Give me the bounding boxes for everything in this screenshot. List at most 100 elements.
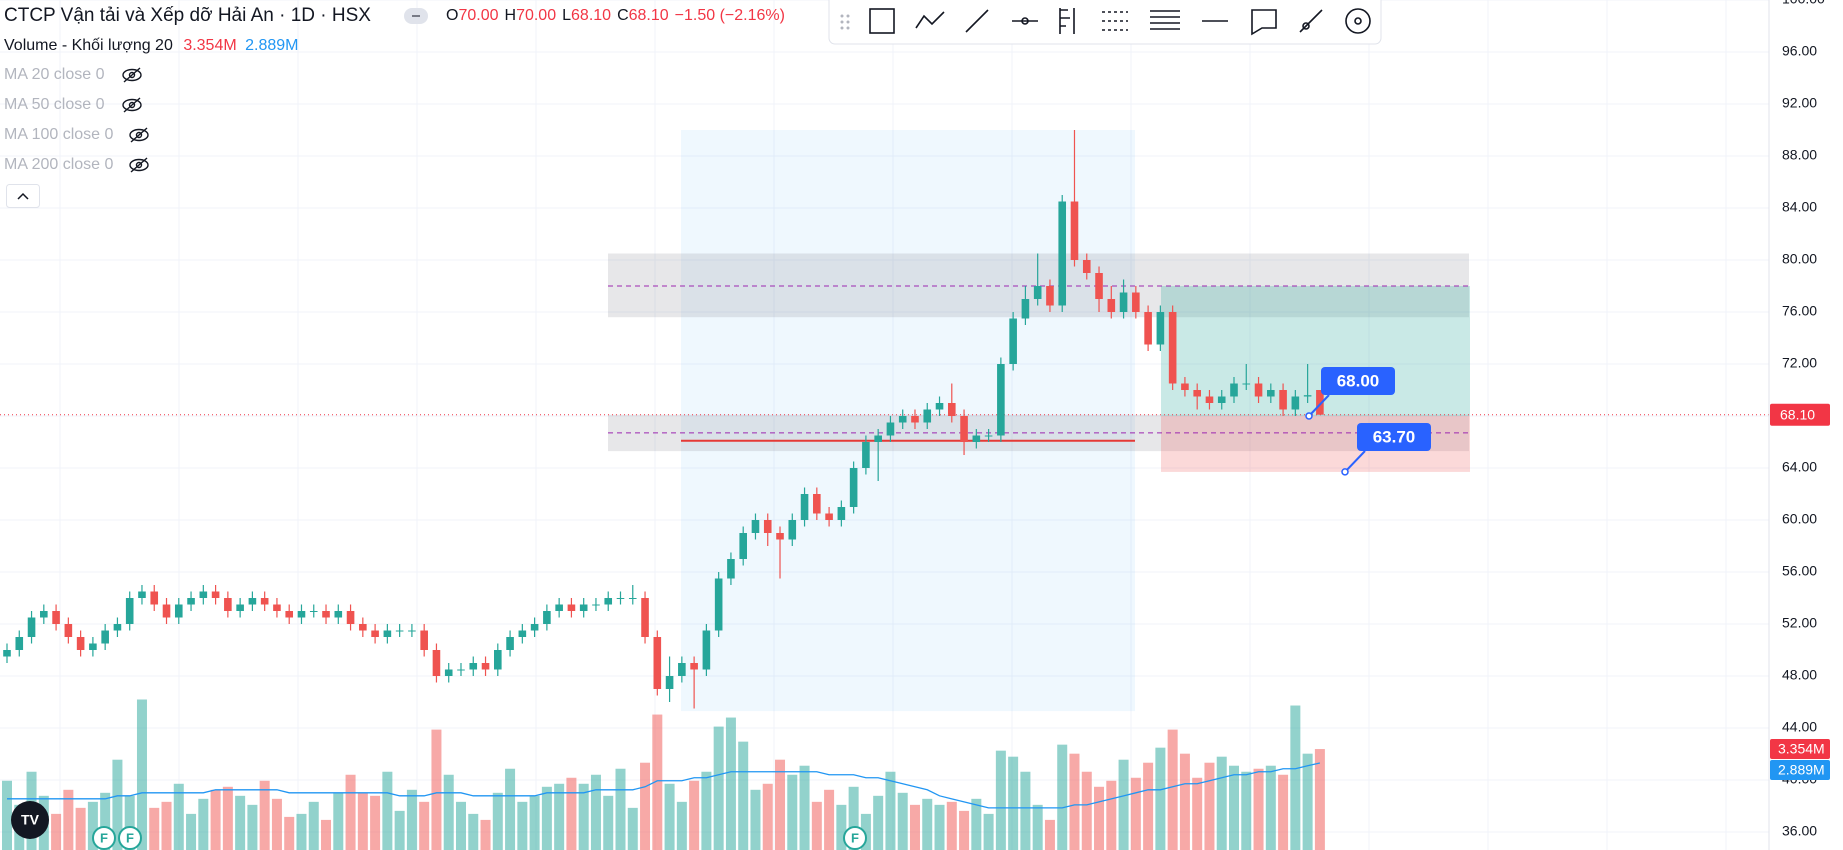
candle-body <box>592 604 600 606</box>
ohlc-key: L <box>562 7 572 24</box>
volume-bar <box>640 762 651 850</box>
collapse-button[interactable] <box>6 184 40 208</box>
volume-bar <box>590 774 601 850</box>
volume-bar <box>321 819 332 850</box>
volume-ma-last: 2.889M <box>245 37 299 54</box>
volume-tag-label: 3.354M <box>1778 741 1825 757</box>
svg-text:F: F <box>100 830 108 845</box>
volume-tag <box>1770 739 1830 760</box>
footer-icons: TV F F <box>11 801 142 850</box>
event-icon[interactable]: F <box>842 824 868 850</box>
volume-bar <box>1020 771 1031 850</box>
volume-bar <box>1192 777 1203 850</box>
volume-bar <box>284 816 295 850</box>
volume-bar <box>1167 729 1178 850</box>
volume-bar <box>959 810 970 850</box>
candle-body <box>1070 201 1079 260</box>
candle-body <box>408 630 416 632</box>
rect-tool[interactable] <box>869 8 895 34</box>
ohlc-value: 68.10 <box>571 7 612 24</box>
candle-body <box>1279 390 1287 410</box>
candle-body <box>997 364 1005 436</box>
trend-tool[interactable] <box>965 9 989 33</box>
volume-bar <box>1057 744 1068 850</box>
candle-body <box>236 604 244 611</box>
candle-body <box>800 494 809 520</box>
y-tick-label: 64.00 <box>1782 459 1817 475</box>
candle-body <box>346 611 355 624</box>
volume-bar <box>51 813 62 850</box>
volume-bar <box>247 804 258 850</box>
candle-body <box>297 611 306 618</box>
path-tool[interactable] <box>915 11 945 29</box>
ohlc-value: 68.10 <box>628 7 669 24</box>
svg-text:F: F <box>851 830 859 845</box>
candle-body <box>886 422 895 436</box>
volume-bar <box>1106 780 1117 850</box>
volume-bar <box>1130 777 1141 850</box>
volume-title: Volume - Khối lượng 20 <box>4 37 173 54</box>
lines-tool[interactable] <box>1150 10 1180 30</box>
volume-bar <box>1253 768 1264 850</box>
target-tool[interactable] <box>1345 8 1371 34</box>
volume-bar <box>934 804 945 850</box>
candle-body <box>40 611 48 618</box>
candle-body <box>776 533 784 540</box>
callout-tool[interactable] <box>1251 9 1277 36</box>
volume-bar <box>1032 804 1043 850</box>
volume-bar <box>1204 762 1215 850</box>
volume-bar <box>1278 774 1289 850</box>
hide-icon[interactable] <box>120 65 144 85</box>
y-tick-label: 80.00 <box>1782 251 1817 267</box>
channel-tool[interactable] <box>1102 11 1128 31</box>
candle-body <box>972 435 981 442</box>
candle-body <box>322 611 330 618</box>
collapse-pill[interactable] <box>404 8 428 24</box>
candle-body <box>101 630 109 644</box>
candle-body <box>76 637 85 650</box>
candle-body <box>1021 299 1030 319</box>
volume-bar <box>63 789 74 850</box>
volume-bar <box>1290 705 1301 850</box>
candle-body <box>862 442 870 468</box>
label-box <box>1321 367 1395 395</box>
candle-body <box>359 624 367 631</box>
volume-bar <box>419 801 430 850</box>
candle-body <box>579 604 588 611</box>
candle-body <box>334 611 343 618</box>
candle-body <box>260 598 269 605</box>
volume-bar <box>382 771 393 850</box>
svg-text:TV: TV <box>21 812 40 828</box>
volume-bar <box>701 771 712 850</box>
volume-bar <box>627 807 638 850</box>
fib-tool[interactable] <box>1059 8 1075 34</box>
label-handle <box>1341 468 1349 476</box>
volume-bar <box>836 804 847 850</box>
candle-body <box>273 604 281 611</box>
volume-bar <box>971 798 982 850</box>
volume-bar <box>235 795 246 850</box>
candle-body <box>518 630 527 637</box>
volume-bar <box>848 786 859 850</box>
volume-bar <box>1155 747 1166 850</box>
volume-bar <box>664 783 675 850</box>
candle-body <box>481 663 490 670</box>
ohlc-key: O <box>446 7 459 24</box>
label-box <box>1357 423 1431 451</box>
volume-bar <box>1044 819 1055 850</box>
candle-body <box>1107 299 1116 312</box>
candle-body <box>113 624 122 631</box>
volume-bar <box>689 780 700 850</box>
volume-bar <box>541 786 552 850</box>
hide-icon[interactable] <box>127 155 151 175</box>
ohlc-key: C <box>617 7 629 24</box>
y-tick-label: 76.00 <box>1782 303 1817 319</box>
hide-icon[interactable] <box>120 95 144 115</box>
candle-body <box>309 611 318 612</box>
label-pointer <box>1308 394 1330 417</box>
volume-bar <box>136 699 147 850</box>
candle-body <box>1009 318 1017 364</box>
hide-icon[interactable] <box>127 125 151 145</box>
change: −1.50 (−2.16%) <box>674 7 785 24</box>
candle-body <box>543 611 551 624</box>
